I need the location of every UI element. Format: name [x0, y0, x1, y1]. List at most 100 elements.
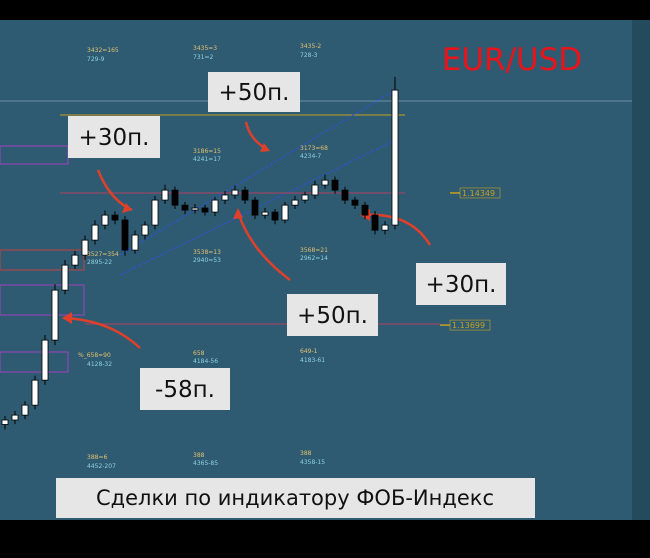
candle-body	[371, 214, 379, 231]
price-level-label: 1.14349	[462, 189, 495, 198]
candle-body	[31, 379, 39, 406]
annotation-box	[140, 368, 230, 410]
arrow-head	[62, 312, 72, 324]
candle-body	[251, 199, 259, 216]
plot-area	[0, 20, 632, 520]
annotation: +50п.	[297, 303, 368, 329]
candle-body	[101, 214, 109, 226]
level-label: 388=6	[87, 454, 107, 461]
candle-body	[361, 204, 369, 216]
trend-line	[119, 89, 396, 256]
candle-body	[131, 234, 139, 251]
annotation-box	[208, 72, 300, 112]
candle-body	[181, 204, 189, 211]
annotation-box	[416, 263, 506, 305]
candle-body	[261, 211, 269, 216]
arrow	[63, 316, 141, 349]
annotation-box	[287, 294, 378, 336]
price-level-box	[449, 319, 491, 331]
level-label: 2895-22	[87, 259, 112, 266]
annotation: +30п.	[426, 272, 497, 298]
level-label: 4365-85	[193, 460, 218, 467]
candle-body	[91, 224, 99, 241]
candle-body	[201, 207, 209, 213]
level-label: 4452-207	[87, 463, 116, 470]
level-label: 3435-2	[300, 43, 321, 50]
candle-body	[301, 194, 309, 201]
level-label: 658	[193, 350, 205, 357]
candle-body	[231, 189, 239, 196]
candle-body	[191, 207, 199, 211]
level-label: 728-3	[300, 52, 318, 59]
candle-body	[71, 254, 79, 266]
caption: Сделки по индикатору ФОБ-Индекс	[96, 486, 494, 510]
level-label: 4241=17	[193, 156, 221, 163]
annotation: +50п.	[219, 80, 290, 106]
zone	[0, 351, 69, 373]
level-label: 2940=53	[193, 257, 221, 264]
zone	[0, 284, 85, 316]
level-label: 3432=165	[87, 47, 119, 54]
candle-body	[21, 404, 29, 416]
price-level-label: 1.13699	[452, 321, 485, 330]
candle-body	[141, 224, 149, 236]
candle-body	[221, 194, 229, 201]
annotation: -58п.	[155, 377, 215, 403]
candles	[1, 76, 399, 430]
candle-body	[341, 189, 349, 201]
candle-body	[281, 204, 289, 221]
trend-line	[119, 139, 396, 276]
price-axis	[632, 20, 650, 520]
candle-body	[171, 189, 179, 206]
candle-body	[61, 264, 69, 291]
level-label: %_658=90	[78, 352, 111, 359]
level-label: 388	[300, 450, 312, 457]
candle-body	[351, 199, 359, 206]
arrow-head	[260, 143, 270, 152]
price-level-box	[459, 187, 501, 199]
candle-body	[391, 89, 399, 226]
candle-body	[51, 289, 59, 341]
candle-body	[271, 211, 279, 221]
level-label: 649-1	[300, 348, 318, 355]
candle-body	[11, 414, 19, 421]
candle-body	[241, 189, 249, 201]
level-label: 731=2	[193, 54, 213, 61]
caption-box	[56, 478, 535, 518]
level-label: 388	[193, 452, 205, 459]
candle-body	[211, 199, 219, 213]
zone	[0, 249, 85, 271]
level-label: 4358-15	[300, 459, 325, 466]
level-label: 3527=354	[87, 251, 119, 258]
candle-body	[331, 179, 339, 191]
level-label: 3435=3	[193, 45, 217, 52]
chart-title: EUR/USD	[442, 42, 583, 78]
annotation: +30п.	[79, 125, 150, 151]
level-label: 3186=15	[193, 148, 221, 155]
arrow-head	[122, 203, 132, 213]
overlay: 1.14349 1.13699 3432=165 729-9 3435=3 731=2 34…	[56, 42, 582, 518]
candle-body	[381, 224, 389, 231]
annotation-box	[68, 116, 160, 158]
level-label: 3173=68	[300, 145, 328, 152]
level-label: 4234-7	[300, 153, 321, 160]
candle-body	[41, 339, 49, 381]
level-label: 3568=21	[300, 247, 328, 254]
level-label: 4128-32	[87, 361, 112, 368]
candle-body	[1, 419, 9, 425]
level-label: 3538=13	[193, 249, 221, 256]
level-label: 2962=14	[300, 255, 328, 262]
candle-body	[321, 179, 329, 186]
candle-body	[121, 219, 129, 251]
level-label: 4183-61	[300, 357, 325, 364]
candle-body	[111, 214, 119, 221]
level-label: 4184-56	[193, 358, 218, 365]
candle-body	[311, 184, 319, 196]
candle-body	[291, 199, 299, 206]
candle-body	[151, 199, 159, 226]
candle-body	[161, 189, 169, 201]
arrow-head	[233, 208, 243, 219]
candle-body	[81, 239, 89, 256]
level-label: 729-9	[87, 56, 105, 63]
